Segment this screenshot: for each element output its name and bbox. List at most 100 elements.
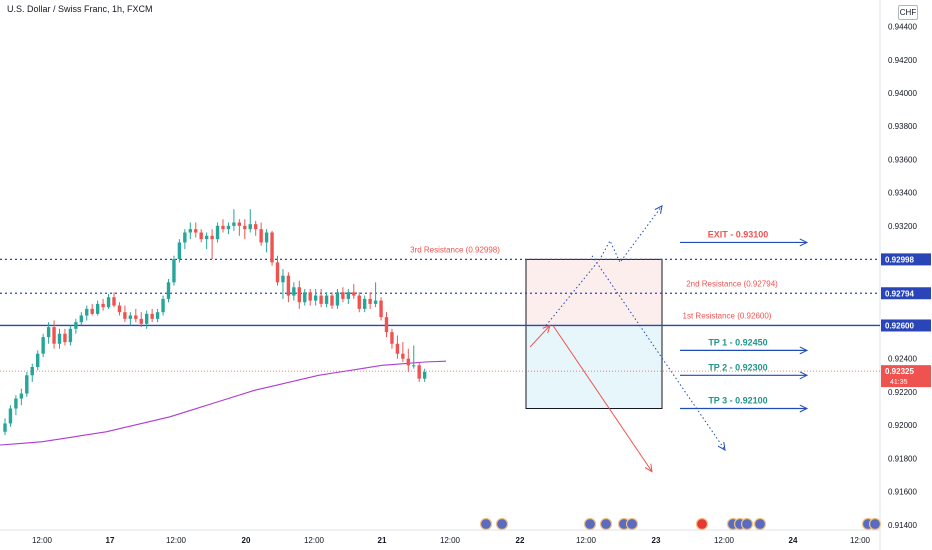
candle-body: [281, 275, 285, 283]
candle-body: [357, 295, 361, 309]
candle-body: [221, 225, 225, 230]
candle-body: [79, 315, 83, 323]
candle-body: [308, 292, 312, 301]
candle-body: [303, 292, 307, 303]
candle-body: [134, 315, 138, 319]
level-price-marker: [881, 287, 931, 300]
candle-body: [8, 408, 13, 424]
scenario-arrowhead: [542, 324, 551, 334]
candle-body: [297, 287, 301, 303]
economic-event-alert-icon[interactable]: [695, 517, 709, 531]
resistance-label: 1st Resistance (0.92600): [683, 311, 772, 320]
candle-body: [237, 222, 242, 226]
scenario-path-bull-dotted: [545, 205, 663, 326]
candle-body: [346, 292, 351, 299]
candle-body: [292, 287, 296, 296]
candle-body: [128, 315, 133, 319]
candle-body: [319, 295, 323, 304]
x-tick-label: 23: [652, 536, 661, 545]
economic-event-flag-icon[interactable]: [753, 517, 767, 531]
last-price-marker: [881, 365, 931, 388]
x-tick-label: 12:00: [850, 536, 871, 545]
level-price-text: 0.92794: [885, 289, 914, 298]
candle-body: [215, 225, 220, 240]
candle-body: [139, 318, 143, 324]
candle-body: [63, 333, 67, 343]
candle-body: [243, 225, 247, 230]
y-tick-label: 0.91600: [888, 488, 917, 497]
candle-body: [259, 229, 263, 243]
x-tick-label: 12:00: [576, 536, 597, 545]
x-tick-label: 17: [106, 536, 115, 545]
candle-body: [36, 353, 40, 367]
x-tick-label: 20: [242, 536, 251, 545]
candle-body: [14, 398, 18, 409]
candle-body: [194, 229, 198, 233]
y-tick-label: 0.93600: [888, 155, 917, 164]
scenario-path-bear-dotted: [591, 255, 726, 451]
x-tick-label: 12:00: [304, 536, 325, 545]
economic-event-flag-icon[interactable]: [868, 517, 882, 531]
target-arrowhead: [799, 404, 809, 413]
economic-event-flag-icon[interactable]: [583, 517, 597, 531]
y-tick-label: 0.93800: [888, 122, 917, 131]
y-tick-label: 0.92000: [888, 421, 917, 430]
target-zone: [526, 325, 662, 409]
candle-body: [188, 229, 192, 233]
scenario-arrowhead: [654, 204, 663, 214]
candle-body: [106, 297, 111, 308]
candle-body: [368, 298, 372, 304]
candle-body: [68, 328, 73, 343]
scenario-path-bear-solid: [552, 325, 653, 472]
candle-body: [57, 333, 62, 344]
candle-body: [199, 232, 203, 240]
candle-body: [254, 224, 258, 230]
scenario-path-bull-solid: [529, 325, 551, 348]
candle-body: [248, 224, 252, 230]
candle-body: [341, 292, 345, 299]
candle-body: [155, 312, 160, 319]
exit-label: EXIT - 0.93100: [708, 229, 769, 239]
candle-body: [166, 282, 171, 299]
candle-body: [226, 225, 231, 230]
candle-body: [25, 375, 29, 394]
currency-badge[interactable]: CHF: [898, 5, 918, 20]
y-tick-label: 0.91800: [888, 454, 917, 463]
candle-body: [324, 295, 329, 304]
chart-title: U.S. Dollar / Swiss Franc, 1h, FXCM: [7, 4, 153, 14]
candle-body: [395, 343, 400, 354]
y-tick-label: 0.92400: [888, 355, 917, 364]
candle-body: [335, 292, 340, 306]
economic-event-flag-icon[interactable]: [599, 517, 613, 531]
candle-body: [352, 292, 356, 296]
economic-event-flag-icon[interactable]: [625, 517, 639, 531]
candle-body: [74, 322, 78, 329]
candle-body: [417, 365, 421, 379]
economic-event-flag-icon[interactable]: [495, 517, 509, 531]
y-tick-label: 0.93400: [888, 189, 917, 198]
target-arrowhead: [799, 371, 809, 380]
candle-body: [161, 298, 165, 313]
x-tick-label: 12:00: [32, 536, 53, 545]
candle-body: [101, 303, 105, 308]
candle-body: [401, 353, 405, 359]
y-tick-label: 0.94400: [888, 23, 917, 32]
take-profit-label: TP 1 - 0.92450: [708, 337, 767, 347]
x-tick-label: 12:00: [166, 536, 187, 545]
candle-body: [275, 262, 280, 283]
candle-body: [313, 295, 318, 301]
take-profit-label: TP 3 - 0.92100: [708, 396, 767, 406]
level-price-marker: [881, 253, 931, 266]
economic-event-flag-icon[interactable]: [479, 517, 493, 531]
target-arrowhead: [799, 346, 809, 355]
candle-body: [286, 275, 291, 296]
level-price-text: 0.92998: [885, 255, 914, 264]
candle-body: [30, 366, 34, 376]
candle-body: [183, 232, 187, 243]
candle-body: [204, 235, 209, 240]
scenario-arrowhead: [644, 463, 653, 473]
candle-body: [123, 312, 127, 319]
economic-event-flag-icon[interactable]: [740, 517, 754, 531]
candle-body: [330, 295, 334, 306]
